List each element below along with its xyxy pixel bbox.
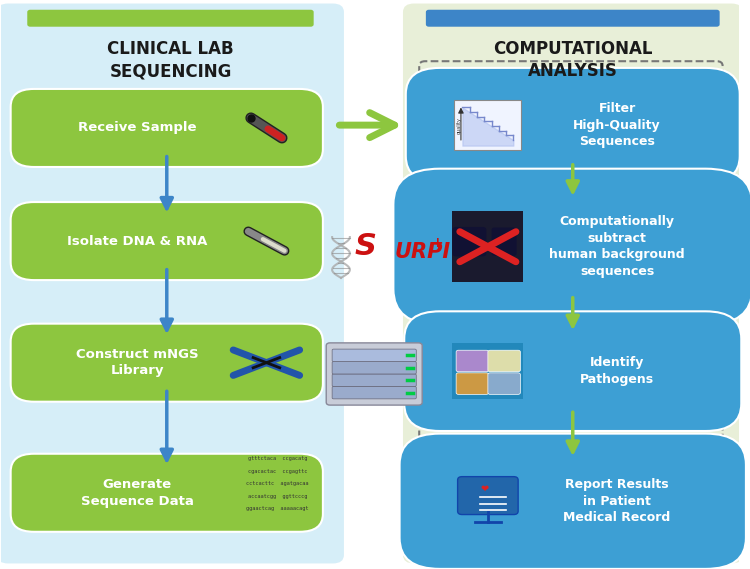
Text: COMPUTATIONAL
ANALYSIS: COMPUTATIONAL ANALYSIS bbox=[493, 40, 652, 80]
FancyBboxPatch shape bbox=[394, 168, 750, 325]
Text: accaatcgg  ggttcccg: accaatcgg ggttcccg bbox=[248, 494, 308, 498]
FancyBboxPatch shape bbox=[10, 89, 323, 167]
FancyBboxPatch shape bbox=[406, 68, 740, 182]
Text: ❤: ❤ bbox=[480, 484, 488, 494]
FancyBboxPatch shape bbox=[452, 227, 487, 257]
FancyBboxPatch shape bbox=[452, 344, 524, 399]
FancyBboxPatch shape bbox=[10, 324, 323, 402]
Text: ggaactcag  aaaaacagt: ggaactcag aaaaacagt bbox=[246, 506, 309, 511]
FancyBboxPatch shape bbox=[491, 228, 517, 256]
FancyBboxPatch shape bbox=[27, 10, 314, 27]
FancyBboxPatch shape bbox=[10, 453, 323, 532]
Text: S: S bbox=[354, 232, 376, 261]
Text: cgacactac  ccgagttc: cgacactac ccgagttc bbox=[248, 469, 308, 474]
FancyBboxPatch shape bbox=[332, 349, 416, 361]
Text: Isolate DNA & RNA: Isolate DNA & RNA bbox=[67, 234, 208, 248]
FancyBboxPatch shape bbox=[452, 211, 524, 282]
FancyBboxPatch shape bbox=[326, 343, 422, 405]
Text: Computationally
subtract
human background
sequences: Computationally subtract human backgroun… bbox=[549, 216, 685, 278]
Text: cctcacttc  agatgacaa: cctcacttc agatgacaa bbox=[246, 481, 309, 486]
Text: Receive Sample: Receive Sample bbox=[78, 121, 197, 134]
Text: Report Results
in Patient
Medical Record: Report Results in Patient Medical Record bbox=[563, 479, 670, 524]
FancyBboxPatch shape bbox=[332, 374, 416, 386]
FancyBboxPatch shape bbox=[454, 100, 521, 150]
FancyBboxPatch shape bbox=[404, 311, 741, 431]
Text: Filter
High-Quality
Sequences: Filter High-Quality Sequences bbox=[573, 102, 661, 148]
FancyBboxPatch shape bbox=[488, 351, 520, 372]
FancyBboxPatch shape bbox=[426, 10, 720, 27]
Text: URPI: URPI bbox=[394, 242, 451, 262]
Text: CLINICAL LAB
SEQUENCING: CLINICAL LAB SEQUENCING bbox=[107, 40, 234, 80]
FancyBboxPatch shape bbox=[10, 202, 323, 280]
Text: Generate
Sequence Data: Generate Sequence Data bbox=[81, 478, 194, 508]
FancyBboxPatch shape bbox=[458, 477, 518, 514]
Circle shape bbox=[496, 222, 512, 233]
Text: Construct mNGS
Library: Construct mNGS Library bbox=[76, 348, 199, 377]
FancyBboxPatch shape bbox=[456, 351, 488, 372]
FancyBboxPatch shape bbox=[400, 434, 746, 569]
FancyBboxPatch shape bbox=[332, 361, 416, 374]
FancyBboxPatch shape bbox=[332, 386, 416, 399]
FancyBboxPatch shape bbox=[403, 3, 742, 563]
FancyBboxPatch shape bbox=[0, 3, 344, 563]
FancyBboxPatch shape bbox=[488, 373, 520, 394]
Text: gtttctaca  ccgacatg: gtttctaca ccgacatg bbox=[248, 456, 308, 461]
Circle shape bbox=[460, 221, 478, 234]
Text: +: + bbox=[432, 236, 443, 250]
Text: quality: quality bbox=[457, 117, 462, 134]
Text: Identify
Pathogens: Identify Pathogens bbox=[580, 356, 654, 386]
FancyBboxPatch shape bbox=[456, 373, 488, 394]
